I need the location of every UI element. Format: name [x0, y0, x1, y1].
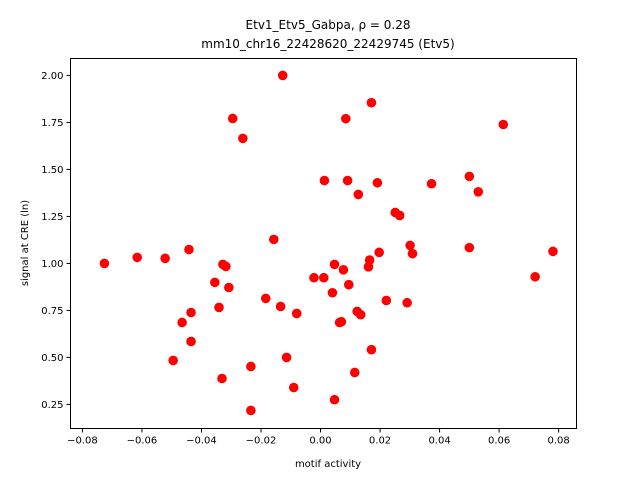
data-point: [402, 297, 412, 308]
data-point: [168, 355, 178, 366]
y-tick-label: 0.25: [41, 400, 63, 411]
chart-title-line1: Etv1_Etv5_Gabpa, ρ = 0.28: [246, 18, 411, 32]
plot-frame: [70, 58, 577, 429]
data-point: [342, 175, 353, 186]
data-point: [288, 382, 299, 393]
data-point: [498, 119, 509, 130]
data-point: [217, 373, 227, 384]
y-axis-label: signal at CRE (ln): [20, 200, 31, 286]
data-point: [327, 287, 338, 298]
data-point: [318, 272, 329, 283]
data-point: [530, 271, 540, 282]
x-tick-label: 0.08: [548, 436, 570, 447]
data-point: [381, 295, 392, 306]
data-point: [99, 258, 110, 269]
data-point: [341, 113, 351, 124]
data-point: [336, 316, 347, 327]
data-point: [394, 210, 405, 221]
x-tick-label: 0.00: [309, 436, 331, 447]
x-tick-label: −0.04: [186, 436, 217, 447]
data-point: [309, 272, 319, 283]
data-point: [473, 186, 484, 197]
x-tick-label: 0.02: [369, 436, 391, 447]
x-tick-label: 0.04: [428, 436, 450, 447]
data-point: [238, 133, 248, 144]
data-point: [319, 175, 330, 186]
data-point: [349, 367, 360, 378]
y-tick-label: 0.50: [41, 353, 63, 364]
data-point: [277, 70, 288, 81]
data-point: [329, 394, 340, 405]
y-tick-label: 1.50: [41, 165, 63, 176]
x-tick-label: −0.06: [127, 436, 158, 447]
data-point: [184, 244, 194, 255]
data-point: [246, 361, 256, 372]
data-point: [268, 234, 279, 245]
data-point: [374, 247, 384, 258]
data-points: [99, 70, 558, 416]
data-point: [407, 248, 418, 259]
data-point: [221, 261, 231, 272]
y-tick-label: 0.75: [41, 306, 63, 317]
data-point: [291, 308, 302, 319]
data-point: [186, 307, 196, 318]
data-point: [344, 279, 354, 290]
data-point: [405, 240, 415, 251]
data-point: [275, 301, 286, 312]
data-point: [132, 252, 142, 263]
data-point: [372, 177, 383, 188]
data-point: [355, 309, 366, 320]
y-tick-label: 1.00: [41, 259, 63, 270]
data-point: [366, 344, 377, 355]
data-point: [177, 317, 187, 328]
data-point: [548, 246, 558, 257]
y-tick-label: 1.75: [41, 118, 63, 129]
data-point: [338, 265, 349, 275]
y-axis-ticks: 0.25 0.50 0.75 1.00 1.25 1.50 1.75 2.00: [41, 71, 71, 411]
y-tick-label: 2.00: [41, 71, 63, 82]
x-axis-label: motif activity: [295, 459, 361, 470]
y-tick-label: 1.25: [41, 212, 63, 223]
data-point: [366, 97, 377, 108]
data-point: [214, 302, 224, 313]
data-point: [464, 242, 475, 253]
data-point: [210, 277, 220, 288]
x-axis-ticks: −0.08 −0.06 −0.04 −0.02 0.00 0.02 0.04 0.06 0.08: [67, 428, 570, 447]
data-point: [186, 336, 196, 347]
data-point: [160, 253, 170, 264]
data-point: [281, 352, 292, 363]
data-point: [426, 178, 437, 189]
x-tick-label: −0.08: [67, 436, 98, 447]
data-point: [464, 171, 475, 182]
x-tick-label: −0.02: [246, 436, 277, 447]
x-tick-label: 0.06: [488, 436, 510, 447]
data-point: [260, 293, 271, 304]
data-point: [363, 262, 374, 272]
data-point: [353, 189, 364, 200]
data-point: [246, 405, 256, 416]
data-point: [329, 259, 340, 270]
chart-title-line2: mm10_chr16_22428620_22429745 (Etv5): [201, 37, 454, 51]
data-point: [227, 113, 238, 124]
data-point: [224, 282, 234, 293]
